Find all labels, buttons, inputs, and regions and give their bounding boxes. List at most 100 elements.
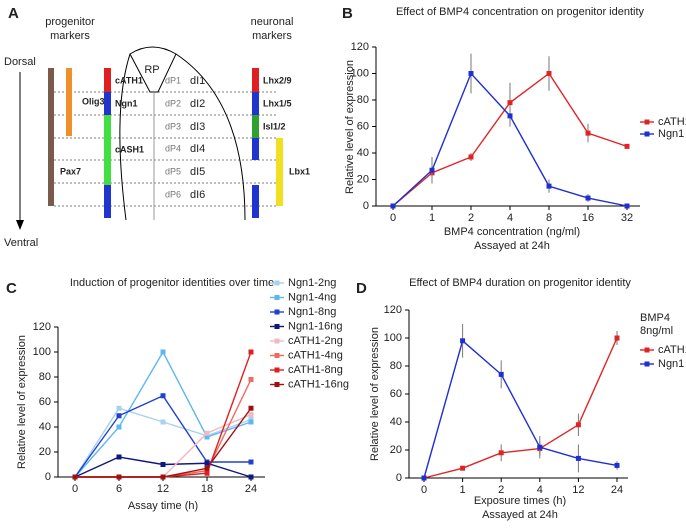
olig3-bar [66,68,72,136]
point [614,335,620,341]
x-tick-label: 4 [537,484,543,496]
line [423,339,618,479]
y-tick-label: 60 [390,388,402,400]
y-tick-label: 0 [396,472,402,484]
x-tick-label: 2 [468,212,474,224]
lhx15-bar [252,92,259,115]
point [248,474,254,480]
y-tick-label: 20 [39,446,51,458]
marker-label: cASH1 [115,144,144,154]
x-tick-label: 0 [421,484,427,496]
marker-label: Lhx2/9 [263,75,292,85]
marker-label: Isl1/2 [263,121,286,131]
point [585,195,591,201]
legend-label: cATH1-2ng [288,335,343,347]
y-tick-label: 60 [39,396,51,408]
point [72,474,78,480]
point [498,371,504,377]
lbx1-bar [276,138,283,206]
header: markers [252,30,292,42]
point [116,474,122,480]
y-tick-label: 20 [357,173,369,185]
x-tick-label: 0 [390,212,396,224]
chart: D Effect of BMP4 duration on progenitor i… [356,277,686,521]
point [116,454,122,460]
point [585,130,591,136]
chart-title: Effect of BMP4 duration on progenitor id… [409,277,631,289]
axis-bottom: Ventral [4,237,38,249]
x-tick-label: 12 [572,484,584,496]
y-tick-label: 100 [384,332,402,344]
isl12-bar [252,115,259,138]
chart: C Induction of progenitor identities over… [6,277,349,512]
point [248,349,254,355]
x-tick-label: 12 [157,483,169,495]
y-tick-label: 40 [390,416,402,428]
point [575,455,581,461]
domain: dP2 [165,98,181,108]
domain: dI5 [190,166,205,178]
x-tick-label: 24 [611,484,623,496]
panel-a: A progenitor markers neuronal markers Do… [4,5,310,249]
point [624,203,630,209]
point [160,419,166,425]
x-tick-label: 1 [429,212,435,224]
y-tick-label: 0 [45,471,51,483]
y-axis-label: Relative level of expression [16,335,28,469]
legend-label: Ngn1-4ng [288,291,336,303]
dashes [54,91,276,207]
legend-marker [274,324,280,329]
point [160,349,166,355]
annotation: 8ng/ml [640,325,673,337]
panel-label: A [8,5,19,22]
marker-label: Olig3 [82,96,105,106]
point [116,424,122,430]
lhx15-bar [252,185,259,218]
legend-label: cATH1-8ng [288,364,343,376]
rp-label: RP [144,64,159,76]
y-axis-label: Relative level of expression [344,60,356,194]
legend-marker [274,295,280,300]
chart-title: Induction of progenitor identities over … [70,277,274,289]
marker-label: Pax7 [60,166,81,176]
point [421,475,427,481]
marker-label: Ngn1 [115,98,138,108]
tube-outline [175,53,246,221]
point [116,405,122,411]
panel-label: C [6,280,17,297]
y-tick-label: 0 [363,200,369,212]
point [248,412,254,417]
point [546,71,552,76]
point [204,470,210,476]
point [468,71,474,76]
legend-marker [644,361,650,367]
annotation: BMP4 [640,312,670,324]
domain: dI3 [190,121,205,133]
x-tick-label: 1 [460,484,466,496]
domain: dI2 [190,98,205,110]
legend-marker [274,309,280,315]
x-tick-label: 4 [507,212,513,224]
header: neuronal [251,16,294,28]
y-tick-label: 120 [33,321,51,333]
line [75,351,252,478]
tube-outline [119,53,131,221]
legend-label: Ngn1-8ng [288,306,336,318]
point [248,405,254,411]
header: progenitor [45,16,95,28]
x-tick-label: 32 [621,212,633,224]
point [248,419,254,425]
x-tick-label: 6 [116,483,122,495]
marker-label: cATH1 [115,75,143,85]
x-axis-label: Exposure times (h) [474,495,566,507]
chart-title: Effect of BMP4 concentration on progenit… [396,6,645,18]
pax7-bar [48,68,54,206]
point [614,462,620,468]
point [204,460,210,466]
legend-label: cATH1-4ng [288,349,343,361]
point [429,167,435,173]
x-tick-label: 2 [498,484,504,496]
point [537,444,543,450]
point [460,465,466,471]
